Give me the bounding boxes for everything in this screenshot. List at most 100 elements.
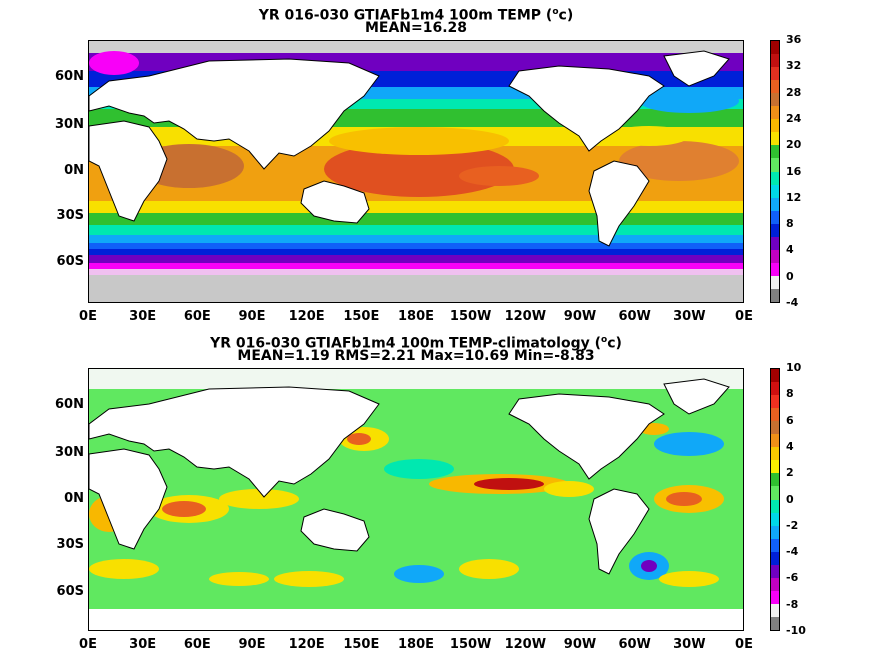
panel2-title: YR 016-030 GTIAFb1m4 100m TEMP-climatolo…	[210, 335, 622, 352]
panel1-colorbar-tick-label: 28	[786, 85, 802, 99]
panel2-field	[89, 369, 743, 630]
panel2-lon-label: 120W	[504, 637, 547, 652]
panel2-lon-label: 0E	[79, 637, 97, 652]
panel1-colorbar-segment	[771, 158, 779, 172]
panel2-colorbar	[770, 368, 780, 631]
panel2-colorbar-tick-label: -4	[786, 545, 799, 559]
panel2-colorbar-tick-label: -10	[786, 624, 806, 637]
panel2-colorbar-segment	[771, 603, 779, 618]
panel1-colorbar-segment	[771, 262, 779, 277]
panel2-colorbar-segment	[771, 499, 779, 514]
panel2-lon-label: 90W	[563, 637, 597, 652]
panel2-colorbar-segment	[771, 486, 779, 500]
panel1-lon-label: 90E	[238, 309, 266, 324]
panel2-lat-60s: 60S	[56, 584, 84, 599]
panel1-colorbar-segment	[771, 145, 779, 159]
panel1-subtitle: MEAN=16.28	[364, 20, 468, 36]
panel1-lon-label: 150E	[343, 309, 380, 324]
panel1-lon-label: 60W	[618, 309, 651, 324]
panel1-colorbar-tick-label: 12	[786, 190, 802, 204]
panel2-lon-label: 30E	[129, 637, 157, 652]
panel2-colorbar-segment	[771, 590, 779, 605]
panel2-lon-label: 180E	[397, 637, 435, 652]
panel1-lon-label: 30E	[129, 309, 157, 324]
panel2-lat-30s: 30S	[56, 537, 84, 552]
panel1-lon-label: 120E	[288, 309, 325, 324]
panel2-lat-30n: 30N	[55, 445, 84, 460]
panel2-lat-0n: 0N	[64, 491, 84, 506]
panel2-colorbar-segment	[771, 447, 779, 461]
panel1-map	[88, 40, 744, 303]
panel2-colorbar-segment	[771, 408, 779, 422]
panel2-lon-label: 30W	[673, 637, 706, 652]
panel1-colorbar-segment	[771, 106, 779, 120]
panel2-colorbar-segment	[771, 551, 779, 566]
panel1-colorbar-segment	[771, 67, 779, 81]
panel1-colorbar-tick-label: 24	[786, 111, 802, 125]
panel2-colorbar-segment	[771, 525, 779, 540]
panel2-colorbar-tick-label: 2	[786, 466, 794, 480]
panel2-colorbar-segment	[771, 421, 779, 435]
panel1-lat-60n: 60N	[55, 69, 84, 84]
panel1-lat-60s: 60S	[56, 254, 84, 269]
panel1-colorbar-segment	[771, 54, 779, 68]
panel1-field	[89, 41, 743, 302]
panel2-lon-label: 120E	[288, 637, 325, 652]
panel1-lon-label: 0E	[79, 309, 97, 324]
panel1-colorbar-segment	[771, 171, 779, 186]
panel1-colorbar-tick-label: 32	[786, 59, 802, 73]
panel1-lat-30s: 30S	[56, 208, 84, 223]
panel1-colorbar-segment	[771, 275, 779, 290]
panel2-colorbar-segment	[771, 616, 779, 631]
panel2-subtitle: MEAN=1.19 RMS=2.21 Max=10.69 Min=-8.83	[237, 348, 595, 364]
panel2-map	[88, 368, 744, 631]
panel2-colorbar-segment	[771, 395, 779, 409]
panel2-lat-60n: 60N	[55, 397, 84, 412]
panel2-colorbar-tick-label: -2	[786, 518, 799, 532]
panel2-colorbar-segment	[771, 538, 779, 553]
panel1-lat-0n: 0N	[64, 163, 84, 178]
panel2-lon-label: 0E	[735, 637, 753, 652]
panel1-colorbar-segment	[771, 236, 779, 251]
panel2-colorbar-tick-label: -8	[786, 597, 799, 611]
panel1-colorbar-tick-label: 4	[786, 243, 794, 257]
panel1-lon-label: 90W	[563, 309, 597, 324]
panel1-lon-label: 60E	[183, 309, 211, 324]
panel1-colorbar-segment	[771, 197, 779, 212]
panel1-colorbar-segment	[771, 41, 779, 55]
panel1-colorbar-segment	[771, 93, 779, 107]
panel2-colorbar-segment	[771, 512, 779, 527]
panel2-lon-label: 60E	[183, 637, 211, 652]
panel1-colorbar-segment	[771, 119, 779, 133]
panel2-colorbar-segment	[771, 564, 779, 579]
panel2-colorbar-segment	[771, 382, 779, 396]
panel1-colorbar-tick-label: 20	[786, 138, 802, 152]
panel1-colorbar-tick-label: 8	[786, 217, 794, 231]
panel1-colorbar-segment	[771, 210, 779, 225]
panel2-colorbar-tick-label: 6	[786, 413, 794, 427]
panel2-colorbar-tick-label: 10	[786, 361, 802, 374]
panel2-colorbar-tick-label: -6	[786, 571, 799, 585]
panel1-lon-label: 30W	[673, 309, 706, 324]
panel1-colorbar-tick-label: -4	[786, 296, 799, 309]
panel2-colorbar-segment	[771, 577, 779, 592]
panel1-colorbar-tick-label: 36	[786, 33, 802, 46]
panel2-lon-label: 60W	[618, 637, 651, 652]
panel1-lon-label: 0E	[735, 309, 753, 324]
panel2-colorbar-segment	[771, 473, 779, 487]
panel1-title: YR 016-030 GTIAFb1m4 100m TEMP (oc)	[258, 7, 574, 24]
panel2-colorbar-tick-label: 0	[786, 492, 794, 506]
panel1-colorbar	[770, 40, 780, 303]
panel2-colorbar-segment	[771, 369, 779, 383]
panel2-colorbar-segment	[771, 460, 779, 474]
panel1-colorbar-tick-label: 0	[786, 269, 794, 283]
panel1-lat-30n: 30N	[55, 117, 84, 132]
panel2-lon-label: 90E	[238, 637, 266, 652]
panel1-colorbar-segment	[771, 184, 779, 199]
panel1-colorbar-segment	[771, 132, 779, 146]
panel1-colorbar-segment	[771, 288, 779, 303]
panel2-colorbar-segment	[771, 434, 779, 448]
panel1-colorbar-tick-label: 16	[786, 164, 802, 178]
panel1-lon-label: 150W	[449, 309, 492, 324]
panel1-lon-label: 120W	[504, 309, 547, 324]
